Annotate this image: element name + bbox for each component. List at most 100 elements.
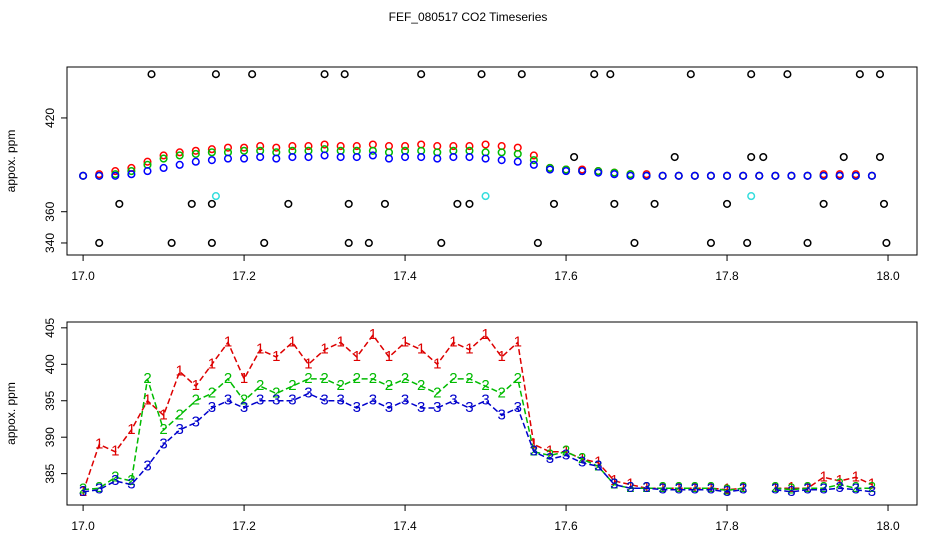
point: [630, 238, 639, 248]
point-label: 1: [771, 479, 779, 496]
point-label: 2: [224, 370, 232, 387]
point: [562, 167, 571, 176]
point: [175, 151, 184, 160]
point: [650, 199, 659, 208]
point: [159, 154, 168, 163]
point-label: 1: [836, 472, 844, 489]
point: [147, 70, 156, 79]
point: [380, 199, 389, 208]
point: [417, 152, 426, 162]
point-label: 2: [562, 443, 570, 460]
point-label: 2: [304, 370, 312, 387]
point: [706, 238, 715, 248]
point: [256, 152, 265, 162]
point-label: 3: [176, 421, 184, 438]
y-tick-label: 360: [43, 201, 57, 221]
point-label: 2: [320, 370, 328, 387]
point: [449, 142, 458, 151]
point-label: 1: [546, 443, 554, 460]
point-label: 3: [369, 392, 377, 409]
point: [352, 142, 361, 151]
y-tick-label: 340: [43, 233, 57, 253]
point: [344, 238, 353, 248]
series-line: [82, 333, 873, 493]
point: [867, 171, 876, 180]
point: [437, 238, 446, 248]
point-label: 1: [626, 476, 634, 493]
point: [401, 142, 410, 151]
point-label: 2: [803, 479, 811, 496]
point: [747, 192, 756, 201]
point-label: 3: [337, 392, 345, 409]
point: [819, 199, 828, 208]
point-label: 2: [353, 370, 361, 387]
point-label: 3: [626, 479, 634, 496]
x-tick-label: 17.4: [393, 519, 417, 533]
point: [771, 171, 780, 180]
point-label: 2: [192, 392, 200, 409]
point: [207, 199, 216, 208]
point: [187, 199, 196, 208]
point: [159, 163, 168, 173]
plot-frame: [66, 66, 918, 256]
point: [706, 171, 715, 180]
point: [783, 70, 792, 79]
point-label: 3: [192, 414, 200, 431]
point: [722, 171, 732, 180]
point: [497, 156, 506, 165]
point: [590, 70, 599, 79]
point-label: 3: [578, 454, 586, 471]
point-label: 2: [675, 479, 683, 496]
point: [223, 143, 233, 152]
x-tick-label: 17.8: [715, 269, 739, 283]
point-label: 2: [658, 479, 666, 496]
point-label: 2: [127, 472, 135, 489]
figure-title: FEF_080517 CO2 Timeseries: [389, 10, 548, 24]
point-label: 2: [707, 479, 715, 496]
point: [304, 142, 313, 151]
point-label: 3: [240, 399, 248, 416]
point: [882, 238, 891, 248]
point-label: 1: [465, 341, 473, 358]
point-label: 2: [868, 479, 876, 496]
point: [533, 238, 542, 248]
x-tick-label: 17.6: [554, 269, 578, 283]
point-label: 1: [852, 468, 860, 485]
point-label: 1: [723, 481, 731, 498]
y-tick-label: 405: [43, 318, 57, 338]
point-label: 2: [208, 384, 216, 401]
point-label: 1: [369, 326, 377, 343]
point: [240, 154, 249, 163]
point-label: 2: [852, 479, 860, 496]
point: [743, 238, 752, 248]
point: [143, 157, 152, 166]
point-label: 3: [642, 479, 650, 496]
point: [191, 146, 200, 155]
point-label: 2: [337, 377, 345, 394]
point: [368, 146, 377, 155]
point-label: 2: [691, 479, 699, 496]
point: [626, 171, 635, 180]
point: [260, 238, 269, 248]
point: [670, 152, 679, 162]
point-label: 3: [481, 392, 489, 409]
point-label: 1: [497, 348, 505, 365]
point: [481, 154, 490, 163]
point-label: 3: [417, 399, 425, 416]
point: [272, 143, 281, 152]
point: [747, 152, 756, 162]
point: [453, 199, 462, 208]
point-label: 1: [514, 333, 522, 350]
point: [111, 171, 120, 180]
point: [642, 171, 651, 180]
point-label: 1: [385, 348, 393, 365]
plot-frame: [66, 321, 918, 506]
point: [344, 199, 353, 208]
point-label: 2: [256, 377, 264, 394]
point-label: 1: [176, 363, 184, 380]
series-line: [83, 377, 872, 492]
point: [211, 192, 220, 201]
point: [481, 192, 490, 201]
